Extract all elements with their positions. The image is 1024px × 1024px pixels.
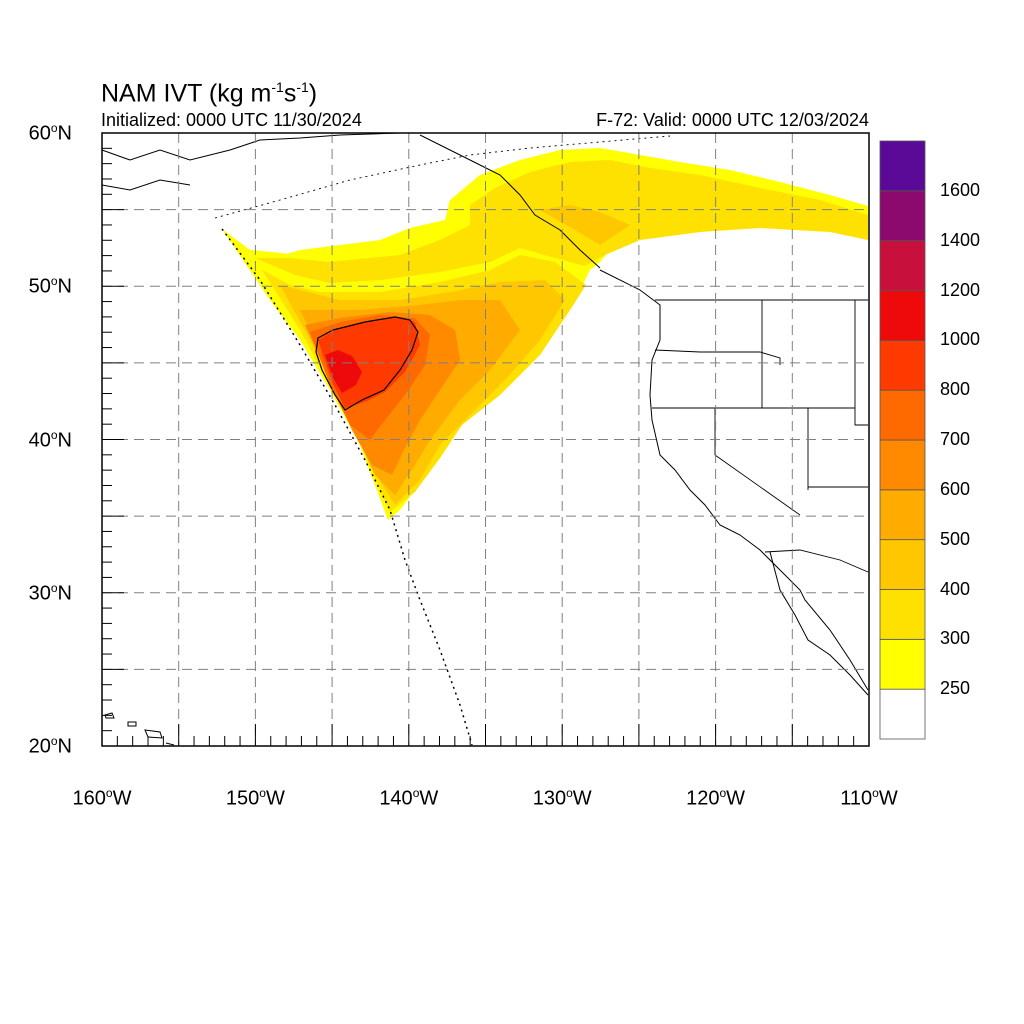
lon-label: 160oW	[62, 786, 142, 811]
degree-symbol: o	[412, 786, 420, 800]
nevada-ca-border	[714, 408, 801, 516]
ivt-800-contour-line	[315, 316, 419, 411]
colorbar-box	[879, 240, 926, 291]
alaska-coast-line	[101, 132, 401, 161]
map-title: NAM IVT (kg m-1s-1)	[101, 72, 317, 108]
lat-label: 30oN	[12, 581, 72, 606]
lat-label-hemisphere: N	[57, 275, 72, 298]
colorbar-label: 300	[940, 628, 971, 649]
bc-coast-line	[479, 164, 601, 269]
degree-symbol: o	[259, 786, 266, 800]
title-text: NAM IVT (kg m	[101, 79, 272, 108]
degree-symbol: o	[50, 274, 58, 289]
colorbar-box	[879, 589, 926, 640]
lon-label-number: 150	[225, 787, 260, 810]
lon-label-hemisphere: W	[419, 787, 439, 810]
lat-lon-grid	[102, 133, 869, 746]
lat-label-number: 40	[28, 429, 51, 452]
lat-label: 40oN	[12, 428, 72, 453]
lon-label-number: 110	[840, 787, 873, 810]
lat-label: 50oN	[12, 274, 72, 299]
degree-symbol: o	[105, 786, 113, 800]
lon-label: 120oW	[676, 786, 756, 811]
colorbar-label: 700	[940, 429, 971, 449]
colorbar-box	[879, 190, 926, 242]
lon-label-hemisphere: W	[112, 787, 132, 810]
baja-line	[769, 551, 869, 696]
colorbar-boxes	[879, 140, 926, 740]
lon-label-hemisphere: W	[878, 787, 898, 810]
hawaii-islands	[104, 712, 175, 746]
colorbar-label: 500	[940, 528, 971, 549]
lat-label-number: 30	[28, 582, 51, 605]
colorbar-box	[879, 439, 926, 491]
title-text: )	[308, 79, 318, 108]
initialized-time: Initialized: 0000 UTC 11/30/2024	[101, 110, 362, 130]
lon-label-number: 130	[532, 787, 567, 810]
degree-symbol: o	[50, 121, 58, 135]
alaska-panhandle-line	[419, 134, 481, 166]
degree-symbol: o	[50, 427, 58, 442]
title-exponent: -1	[296, 79, 309, 95]
lat-label: 60oN	[12, 121, 72, 146]
lat-label-hemisphere: N	[57, 122, 72, 145]
ivt-contour-1000	[325, 350, 362, 393]
axis-ticks	[101, 132, 870, 747]
mexico-border	[764, 549, 869, 573]
colorbar-box	[879, 539, 926, 590]
degree-symbol: o	[50, 734, 58, 748]
colorbar-box	[879, 290, 926, 341]
colorbar-label: 600	[940, 478, 971, 499]
degree-symbol: o	[566, 786, 573, 800]
lat-label: 20oN	[12, 734, 72, 759]
degree-symbol: o	[719, 786, 727, 800]
colorbar-label: 400	[940, 578, 971, 599]
lon-label-hemisphere: W	[726, 787, 746, 810]
colorbar-label: 250	[940, 678, 971, 699]
colorbar-box	[879, 638, 926, 690]
valid-time: F-72: Valid: 0000 UTC 12/03/2024	[596, 110, 869, 130]
colorbar-label: 1400	[940, 229, 981, 250]
lon-label-hemisphere: W	[572, 787, 592, 810]
alaska-land-line	[101, 179, 191, 191]
lat-label-hemisphere: N	[57, 582, 72, 605]
colorbar-label: 1000	[940, 329, 981, 350]
wa-or-border	[654, 349, 781, 365]
degree-symbol: o	[50, 580, 58, 595]
lon-label: 140oW	[369, 786, 449, 811]
domain-boundary-line	[221, 228, 473, 746]
colorbar-label: 1600	[940, 179, 981, 200]
montana-border	[854, 300, 868, 426]
lat-label-hemisphere: N	[57, 429, 72, 452]
lon-label: 150oW	[215, 786, 295, 811]
colorbar-box	[879, 389, 926, 441]
state-boundaries	[214, 135, 869, 573]
colorbar-box	[879, 688, 926, 740]
colorbar-box	[879, 140, 926, 192]
colorbar-label: 800	[940, 379, 971, 400]
title-exponent: -1	[271, 79, 284, 95]
coastlines	[101, 132, 869, 746]
lon-label-hemisphere: W	[265, 787, 285, 810]
alaska-bc-border	[214, 135, 671, 219]
lat-label-number: 50	[28, 275, 51, 298]
lon-label: 110oW	[829, 786, 909, 811]
lat-label-hemisphere: N	[57, 735, 72, 758]
degree-symbol: o	[872, 786, 879, 800]
lat-label-number: 20	[28, 735, 51, 758]
west-coast-line	[599, 269, 869, 691]
lon-label-number: 160	[72, 787, 106, 810]
colorbar-box	[879, 339, 926, 391]
lat-label-number: 60	[28, 122, 51, 145]
ivt-field	[222, 148, 868, 520]
colorbar-label: 1200	[940, 279, 981, 300]
lon-label: 130oW	[522, 786, 602, 811]
lon-label-number: 140	[379, 787, 413, 810]
title-text: s	[283, 79, 297, 108]
colorbar-box	[879, 489, 926, 541]
lon-label-number: 120	[686, 787, 720, 810]
